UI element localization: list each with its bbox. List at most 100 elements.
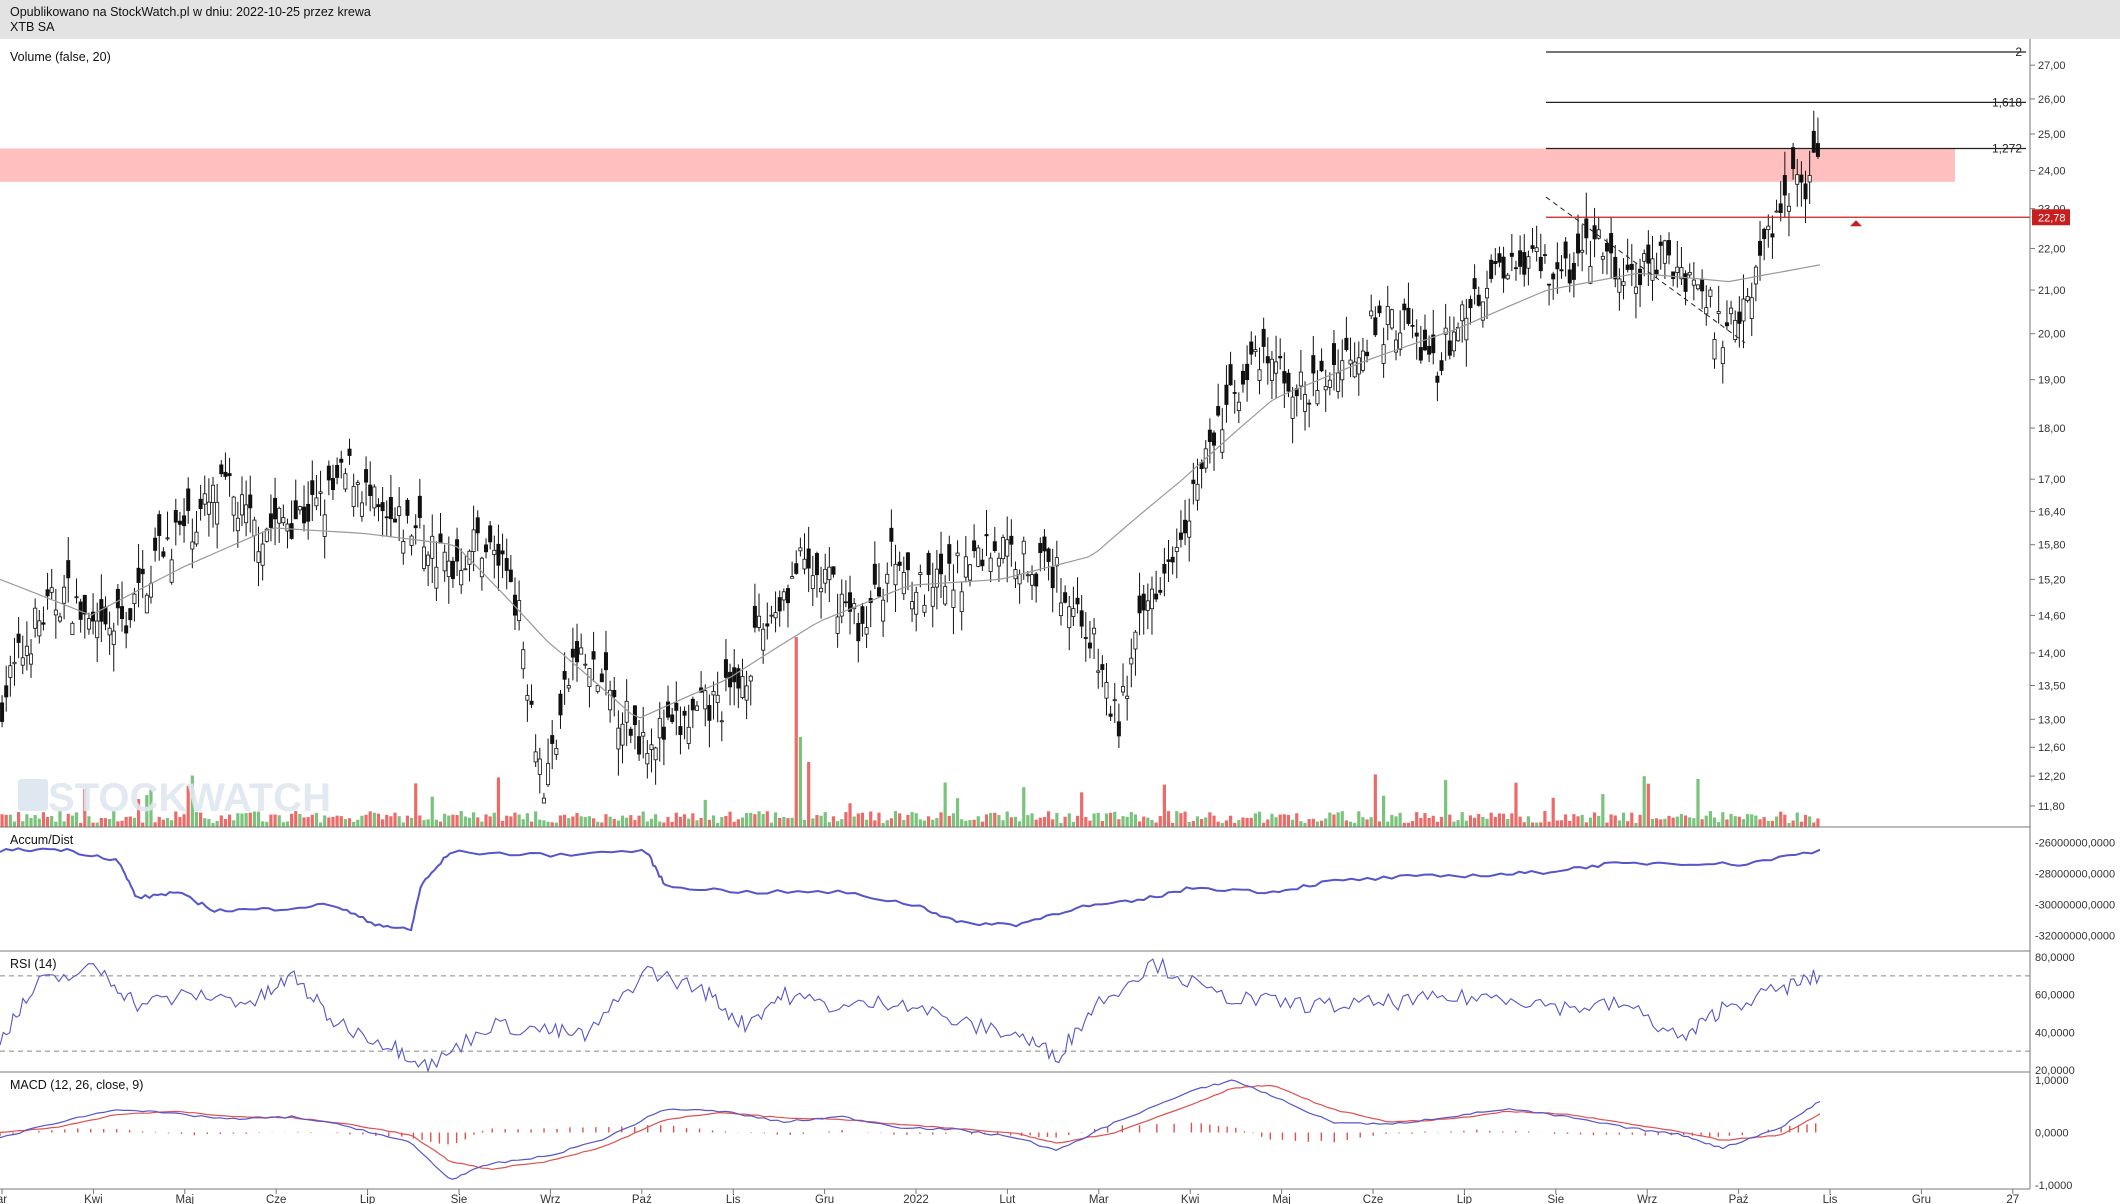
- time-axis: ar Kwi Maj Cze Lip Sie Wrz Paź Lis Gru 2022 Lut Mar K…: [0, 39, 2031, 1204]
- candle-body: [442, 551, 447, 572]
- candle-215: [889, 509, 894, 567]
- volume-bar-175: [724, 815, 728, 827]
- candle-144: [595, 684, 600, 694]
- candle-body: [235, 517, 240, 532]
- volume-bar-161: [666, 816, 670, 827]
- volume-bar-357: [1477, 813, 1481, 827]
- candle-body: [1414, 332, 1419, 337]
- volume-bar-89: [368, 811, 372, 827]
- candle-body: [1489, 259, 1494, 279]
- candle-body: [1344, 337, 1349, 351]
- volume-bar-233: [964, 820, 968, 827]
- candle-body: [1282, 371, 1287, 384]
- candle-176: [728, 663, 733, 706]
- candle-body: [1385, 306, 1390, 326]
- candle-13: [53, 588, 58, 639]
- candle-body: [1050, 566, 1055, 589]
- volume-bar-211: [873, 820, 877, 827]
- candle-body: [74, 596, 79, 599]
- candle-352: [1456, 322, 1461, 342]
- candle-body: [421, 546, 426, 569]
- candle-body: [773, 612, 778, 619]
- accum-dist-panel[interactable]: Accum/Dist -26000000,0000 -28000000,0000 -3…: [0, 833, 2115, 942]
- volume-bar-320: [1324, 818, 1328, 827]
- candle-body: [955, 552, 960, 557]
- volume-bar-25: [103, 818, 108, 827]
- volume-bar-92: [381, 819, 385, 827]
- candle-274: [1133, 630, 1138, 676]
- candle-body: [16, 633, 21, 643]
- candle-149: [616, 710, 621, 776]
- candle-body: [1555, 262, 1560, 270]
- volume-bar-413: [1708, 811, 1712, 827]
- candle-187: [773, 591, 778, 633]
- volume-bar-365: [1510, 813, 1514, 827]
- candle-body: [703, 690, 708, 710]
- candle-body: [1468, 299, 1473, 309]
- candle-body: [1228, 364, 1233, 386]
- volume-bar-159: [658, 821, 662, 827]
- candle-180: [744, 670, 749, 720]
- macd-panel[interactable]: MACD (12, 26, close, 9) 1,0000 0,0000 -1,00…: [0, 1075, 2072, 1192]
- candle-body: [1766, 225, 1771, 231]
- price-panel[interactable]: Volume (false, 20) 2 1,618 1,272 27,00 26,00 2…: [0, 45, 2070, 827]
- volume-bar-103: [426, 819, 430, 827]
- candle-53: [219, 460, 224, 477]
- candle-body: [252, 519, 257, 537]
- candle-303: [1253, 335, 1258, 357]
- candle-184: [761, 623, 766, 664]
- candle-body: [963, 556, 968, 578]
- candle-body: [1724, 322, 1729, 327]
- volume-bar-247: [1022, 787, 1026, 827]
- volume-bar-246: [1018, 821, 1022, 827]
- candle-425: [1758, 220, 1763, 281]
- candle-357: [1476, 286, 1481, 307]
- stock-chart[interactable]: Volume (false, 20) 2 1,618 1,272 27,00 26,00 2…: [0, 39, 2120, 1204]
- candle-body: [1633, 286, 1638, 294]
- candle-body: [53, 609, 58, 616]
- candle-body: [120, 606, 125, 620]
- candle-382: [1580, 224, 1585, 272]
- candle-114: [471, 505, 476, 572]
- candle-body: [1712, 339, 1717, 360]
- volume-bar-286: [1183, 811, 1187, 827]
- candle-292: [1207, 418, 1212, 464]
- volume-bar-337: [1394, 816, 1398, 827]
- volume-bar-86: [356, 819, 360, 827]
- candle-body: [889, 527, 894, 542]
- volume-bar-129: [534, 811, 538, 827]
- candle-27: [111, 622, 116, 672]
- volume-bar-153: [633, 820, 637, 827]
- volume-bar-234: [968, 820, 972, 827]
- candle-body: [1600, 255, 1605, 260]
- rsi-tick-0: 80,0000: [2035, 952, 2075, 964]
- candle-359: [1485, 270, 1490, 320]
- candle-body: [976, 547, 981, 567]
- candle-285: [1178, 510, 1183, 548]
- candle-body: [388, 497, 393, 520]
- volume-bar-158: [654, 814, 658, 827]
- volume-bar-398: [1646, 783, 1650, 827]
- volume-bar-4: [17, 812, 21, 827]
- volume-bar-27: [112, 811, 116, 827]
- candle-body: [1662, 240, 1667, 264]
- volume-bar-33: [136, 799, 141, 827]
- candle-body: [144, 594, 149, 614]
- volume-bar-91: [376, 813, 381, 827]
- volume-bar-388: [1605, 822, 1609, 827]
- candle-body: [1642, 253, 1647, 262]
- candle-265: [1096, 648, 1101, 689]
- volume-bar-90: [372, 812, 376, 827]
- rsi-panel[interactable]: RSI (14) 80,0000 60,0000 40,0000 20,0000: [0, 952, 2075, 1077]
- candle-423: [1749, 282, 1754, 336]
- candle-body: [1509, 252, 1514, 257]
- volume-bar-335: [1386, 821, 1390, 827]
- volume-bar-113: [467, 817, 472, 827]
- candle-101: [417, 479, 422, 529]
- candle-168: [694, 701, 699, 711]
- candle-body: [765, 623, 770, 627]
- x-tick-17: Sie: [1547, 1194, 1564, 1204]
- volume-bar-16: [66, 813, 70, 827]
- candle-body: [790, 576, 795, 579]
- candle-203: [839, 579, 844, 624]
